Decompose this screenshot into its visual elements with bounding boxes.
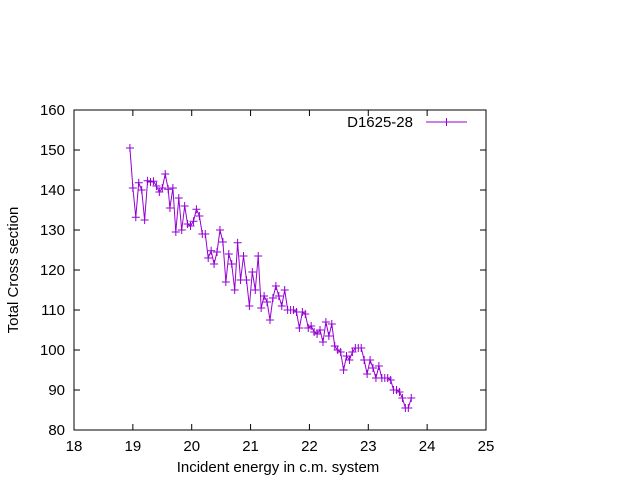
data-point — [345, 356, 354, 364]
data-point — [152, 182, 161, 190]
data-point — [227, 260, 236, 268]
data-point — [168, 184, 177, 192]
data-point — [336, 348, 345, 356]
data-point — [271, 282, 280, 290]
data-point — [404, 404, 413, 412]
x-tick-label: 24 — [419, 438, 436, 455]
data-point — [357, 344, 366, 352]
data-point — [386, 376, 395, 384]
data-point — [321, 318, 330, 326]
data-point — [318, 338, 327, 346]
y-tick-label: 140 — [40, 182, 65, 199]
data-point — [242, 276, 251, 284]
data-point — [224, 250, 233, 258]
data-point — [171, 228, 180, 236]
data-point — [395, 388, 404, 396]
series-layer — [125, 144, 416, 412]
x-tick-label: 18 — [66, 438, 83, 455]
x-axis: 18 19 20 21 22 23 24 25 — [66, 110, 495, 455]
data-point — [248, 268, 257, 276]
data-point — [161, 170, 170, 178]
data-point — [165, 204, 174, 212]
data-point — [230, 286, 239, 294]
plot-frame — [73, 109, 487, 431]
y-tick-label: 120 — [40, 262, 65, 279]
data-point — [366, 356, 375, 364]
data-point — [128, 184, 137, 192]
data-point — [245, 302, 254, 310]
data-point — [134, 178, 143, 187]
x-tick-label: 23 — [360, 438, 377, 455]
data-point — [274, 292, 283, 300]
data-point — [215, 226, 224, 234]
data-point — [251, 286, 260, 294]
x-tick-label: 19 — [125, 438, 142, 455]
data-point — [295, 324, 304, 332]
data-point — [131, 213, 140, 222]
data-point — [149, 177, 158, 186]
legend-label-series-1: D1625-28 — [347, 114, 413, 131]
y-axis: 80 90 100 110 120 130 140 150 160 — [40, 102, 486, 439]
data-point — [374, 362, 383, 370]
data-point — [316, 326, 325, 334]
data-point — [174, 194, 183, 202]
x-tick-label: 22 — [301, 438, 318, 455]
x-tick-label: 25 — [478, 438, 495, 455]
data-point — [177, 226, 186, 234]
data-point — [263, 298, 272, 306]
x-tick-label: 20 — [183, 438, 200, 455]
data-point — [233, 238, 242, 247]
data-point — [207, 246, 216, 255]
data-point — [368, 364, 377, 372]
data-point — [158, 184, 167, 192]
data-point — [189, 217, 198, 226]
data-point — [137, 186, 146, 194]
x-axis-title: Incident energy in c.m. system — [177, 459, 380, 476]
y-tick-label: 160 — [40, 102, 65, 119]
y-tick-label: 150 — [40, 142, 65, 159]
y-tick-label: 90 — [48, 382, 65, 399]
data-point — [218, 238, 227, 246]
data-point — [213, 248, 222, 256]
legend-marker-sample — [442, 118, 451, 126]
data-point — [254, 252, 263, 260]
data-point — [192, 205, 201, 214]
y-tick-label: 100 — [40, 342, 65, 359]
data-point — [327, 320, 336, 328]
data-point — [363, 370, 372, 378]
data-point — [140, 216, 149, 224]
data-point — [307, 322, 316, 330]
data-point — [239, 252, 248, 260]
y-tick-label: 80 — [48, 422, 65, 439]
data-point — [268, 294, 277, 302]
data-point — [301, 310, 310, 318]
data-point — [201, 230, 210, 238]
y-axis-title: Total Cross section — [5, 207, 22, 334]
y-tick-label: 110 — [41, 302, 65, 319]
data-point — [324, 332, 333, 340]
x-tick-label: 21 — [242, 438, 259, 455]
data-point — [164, 185, 173, 194]
data-point — [180, 202, 189, 210]
data-point — [265, 316, 274, 324]
series-line — [129, 147, 412, 409]
data-point — [204, 254, 213, 262]
data-point — [277, 302, 286, 310]
plot-border — [73, 109, 487, 431]
data-point — [280, 286, 289, 294]
data-point — [186, 222, 195, 230]
legend: D1625-28 — [347, 114, 467, 131]
y-tick-label: 130 — [40, 222, 65, 239]
data-point — [257, 304, 266, 312]
data-point — [125, 144, 134, 152]
data-point — [407, 394, 416, 402]
data-point — [221, 278, 230, 286]
data-point — [398, 394, 407, 402]
data-point — [210, 260, 219, 268]
data-point — [339, 366, 348, 374]
data-point — [195, 212, 204, 220]
data-point — [260, 292, 269, 300]
